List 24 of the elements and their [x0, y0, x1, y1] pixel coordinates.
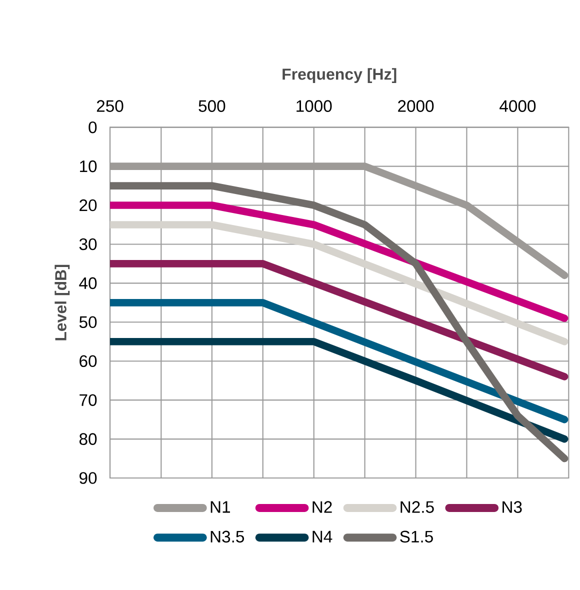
- x-tick-label: 1000: [296, 100, 332, 112]
- y-tick-label: 60: [80, 355, 97, 368]
- x-tick-label: 4000: [500, 100, 536, 112]
- x-tick-label: 2000: [398, 100, 434, 112]
- y-tick-label: 80: [79, 433, 97, 445]
- legend-label: N4: [312, 530, 332, 542]
- y-tick-label: 90: [80, 472, 97, 484]
- y-tick-label: 20: [80, 199, 97, 212]
- y-tick-label: 10: [80, 160, 97, 172]
- legend-label: N2.5: [400, 501, 434, 513]
- legend-label: N3.5: [210, 530, 244, 543]
- y-tick-label: 0: [88, 121, 97, 134]
- x-tick-label: 250: [96, 100, 124, 112]
- legend-label: N1: [210, 501, 230, 513]
- y-axis-title: Level [dB]: [54, 264, 70, 340]
- legend-label: N3: [502, 501, 522, 513]
- legend-label: S1.5: [400, 530, 433, 543]
- y-tick-label: 50: [79, 316, 97, 328]
- x-axis-title: Frequency [Hz]: [282, 68, 396, 84]
- y-tick-label: 40: [79, 277, 97, 290]
- legend-label: N2: [312, 501, 332, 513]
- x-tick-label: 500: [198, 100, 226, 112]
- y-tick-label: 30: [79, 238, 97, 250]
- y-tick-label: 70: [80, 394, 97, 406]
